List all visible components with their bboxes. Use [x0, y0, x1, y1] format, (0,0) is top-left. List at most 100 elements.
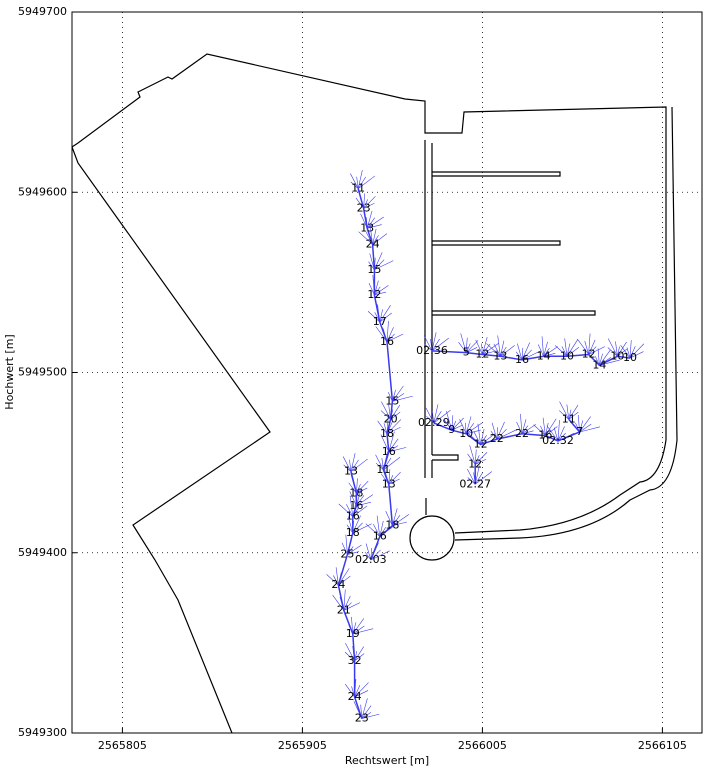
track-label: 16 — [346, 510, 360, 523]
vector-feather — [561, 346, 568, 357]
vector-feather — [326, 574, 339, 586]
vector-feather — [477, 423, 481, 445]
vector-feather — [379, 520, 384, 537]
track-label: 02:36 — [416, 344, 448, 357]
vector-feather — [392, 395, 413, 402]
vector-feather — [345, 643, 355, 662]
track-label: 13 — [360, 221, 374, 234]
vector-feather — [588, 333, 591, 355]
vector-feather — [354, 682, 369, 698]
vector-feather — [460, 333, 467, 353]
vector-feather — [390, 384, 393, 402]
vector-feather — [521, 347, 524, 360]
track-label: 24 — [366, 238, 380, 251]
vector-feather — [386, 426, 401, 435]
vector-feather — [352, 520, 354, 533]
vector-feather — [349, 495, 354, 517]
vector-feather — [349, 459, 352, 472]
vector-feather — [626, 347, 631, 359]
vector-feather — [351, 686, 355, 698]
vector-feather — [380, 410, 391, 420]
vector-feather — [594, 356, 600, 366]
vector-feather — [543, 353, 556, 357]
vector-feather — [368, 283, 375, 296]
vector-feather — [383, 451, 388, 470]
vector-feather — [356, 495, 365, 507]
vector-feather — [629, 346, 636, 359]
vector-feather — [348, 482, 357, 494]
vector-feather — [388, 404, 391, 420]
vector-feather — [357, 176, 367, 189]
vector-feather — [451, 417, 464, 431]
track-label: 14 — [537, 349, 551, 362]
vector-feather — [500, 340, 505, 357]
vector-feather — [597, 348, 600, 366]
vector-feather — [344, 683, 355, 698]
vector-feather — [345, 534, 348, 555]
vector-feather — [347, 516, 354, 534]
vector-feather — [467, 469, 476, 485]
track-label: 02:27 — [459, 477, 491, 490]
vector-feather — [344, 651, 355, 662]
vector-feather — [588, 346, 605, 355]
vector-feather — [370, 547, 372, 560]
y-tick-label: 5949700 — [18, 5, 67, 18]
vector-feather — [383, 456, 401, 471]
vector-feather — [383, 457, 392, 470]
vector-feather — [607, 347, 618, 357]
vector-feather — [515, 351, 523, 361]
vector-feather — [392, 385, 404, 402]
vector-feather — [451, 415, 454, 431]
track-label: 12 — [468, 457, 482, 470]
vector-feather — [350, 181, 359, 189]
vector-feather — [335, 567, 339, 586]
vector-feather — [545, 426, 558, 436]
vector-feather — [392, 393, 405, 402]
track-label: 16 — [349, 499, 363, 512]
track — [433, 418, 581, 446]
vector-feather — [553, 427, 559, 442]
vector-feather — [577, 415, 580, 433]
vector-feather — [374, 312, 381, 323]
vector-feather — [338, 568, 350, 586]
vector-feather — [390, 404, 401, 420]
vector-feather — [354, 646, 365, 662]
vector-feather — [391, 514, 393, 526]
vector-feather — [566, 343, 571, 357]
vector-feather — [599, 353, 603, 366]
vector-feather — [467, 477, 476, 485]
vector-feather — [338, 572, 342, 586]
vector-feather — [347, 546, 354, 555]
vector-feather — [332, 594, 345, 611]
vector-feather — [599, 357, 612, 366]
vector-feather — [352, 507, 359, 517]
track-label: 19 — [346, 627, 360, 640]
track-label: 11 — [351, 182, 365, 195]
vector-feather — [370, 549, 381, 561]
vector-feather — [356, 484, 361, 494]
vector-feather — [433, 410, 451, 424]
vector-feather — [467, 453, 476, 465]
vector-feather — [375, 454, 384, 470]
track-label: 10 — [560, 349, 574, 362]
vector-feather — [370, 542, 379, 561]
vector-feather — [566, 339, 579, 357]
vector-feather — [338, 575, 351, 586]
track-label: 12 — [582, 347, 596, 360]
vector-feather — [380, 434, 390, 452]
vector-feather — [369, 253, 375, 270]
vector-feather — [431, 332, 437, 351]
vector-feather — [629, 343, 645, 359]
vector-feather — [617, 348, 628, 357]
vector-feather — [388, 471, 401, 485]
y-tick-label: 5949600 — [18, 185, 67, 198]
vector-feather — [521, 423, 537, 435]
vector-feather — [354, 653, 365, 662]
track-label: 15 — [367, 263, 381, 276]
track-label: 16 — [380, 335, 394, 348]
vector-feather — [554, 345, 568, 357]
track-label: 16 — [538, 429, 552, 442]
vector-feather — [374, 285, 389, 296]
vector-feather — [372, 228, 377, 245]
vector-feather — [374, 280, 379, 296]
